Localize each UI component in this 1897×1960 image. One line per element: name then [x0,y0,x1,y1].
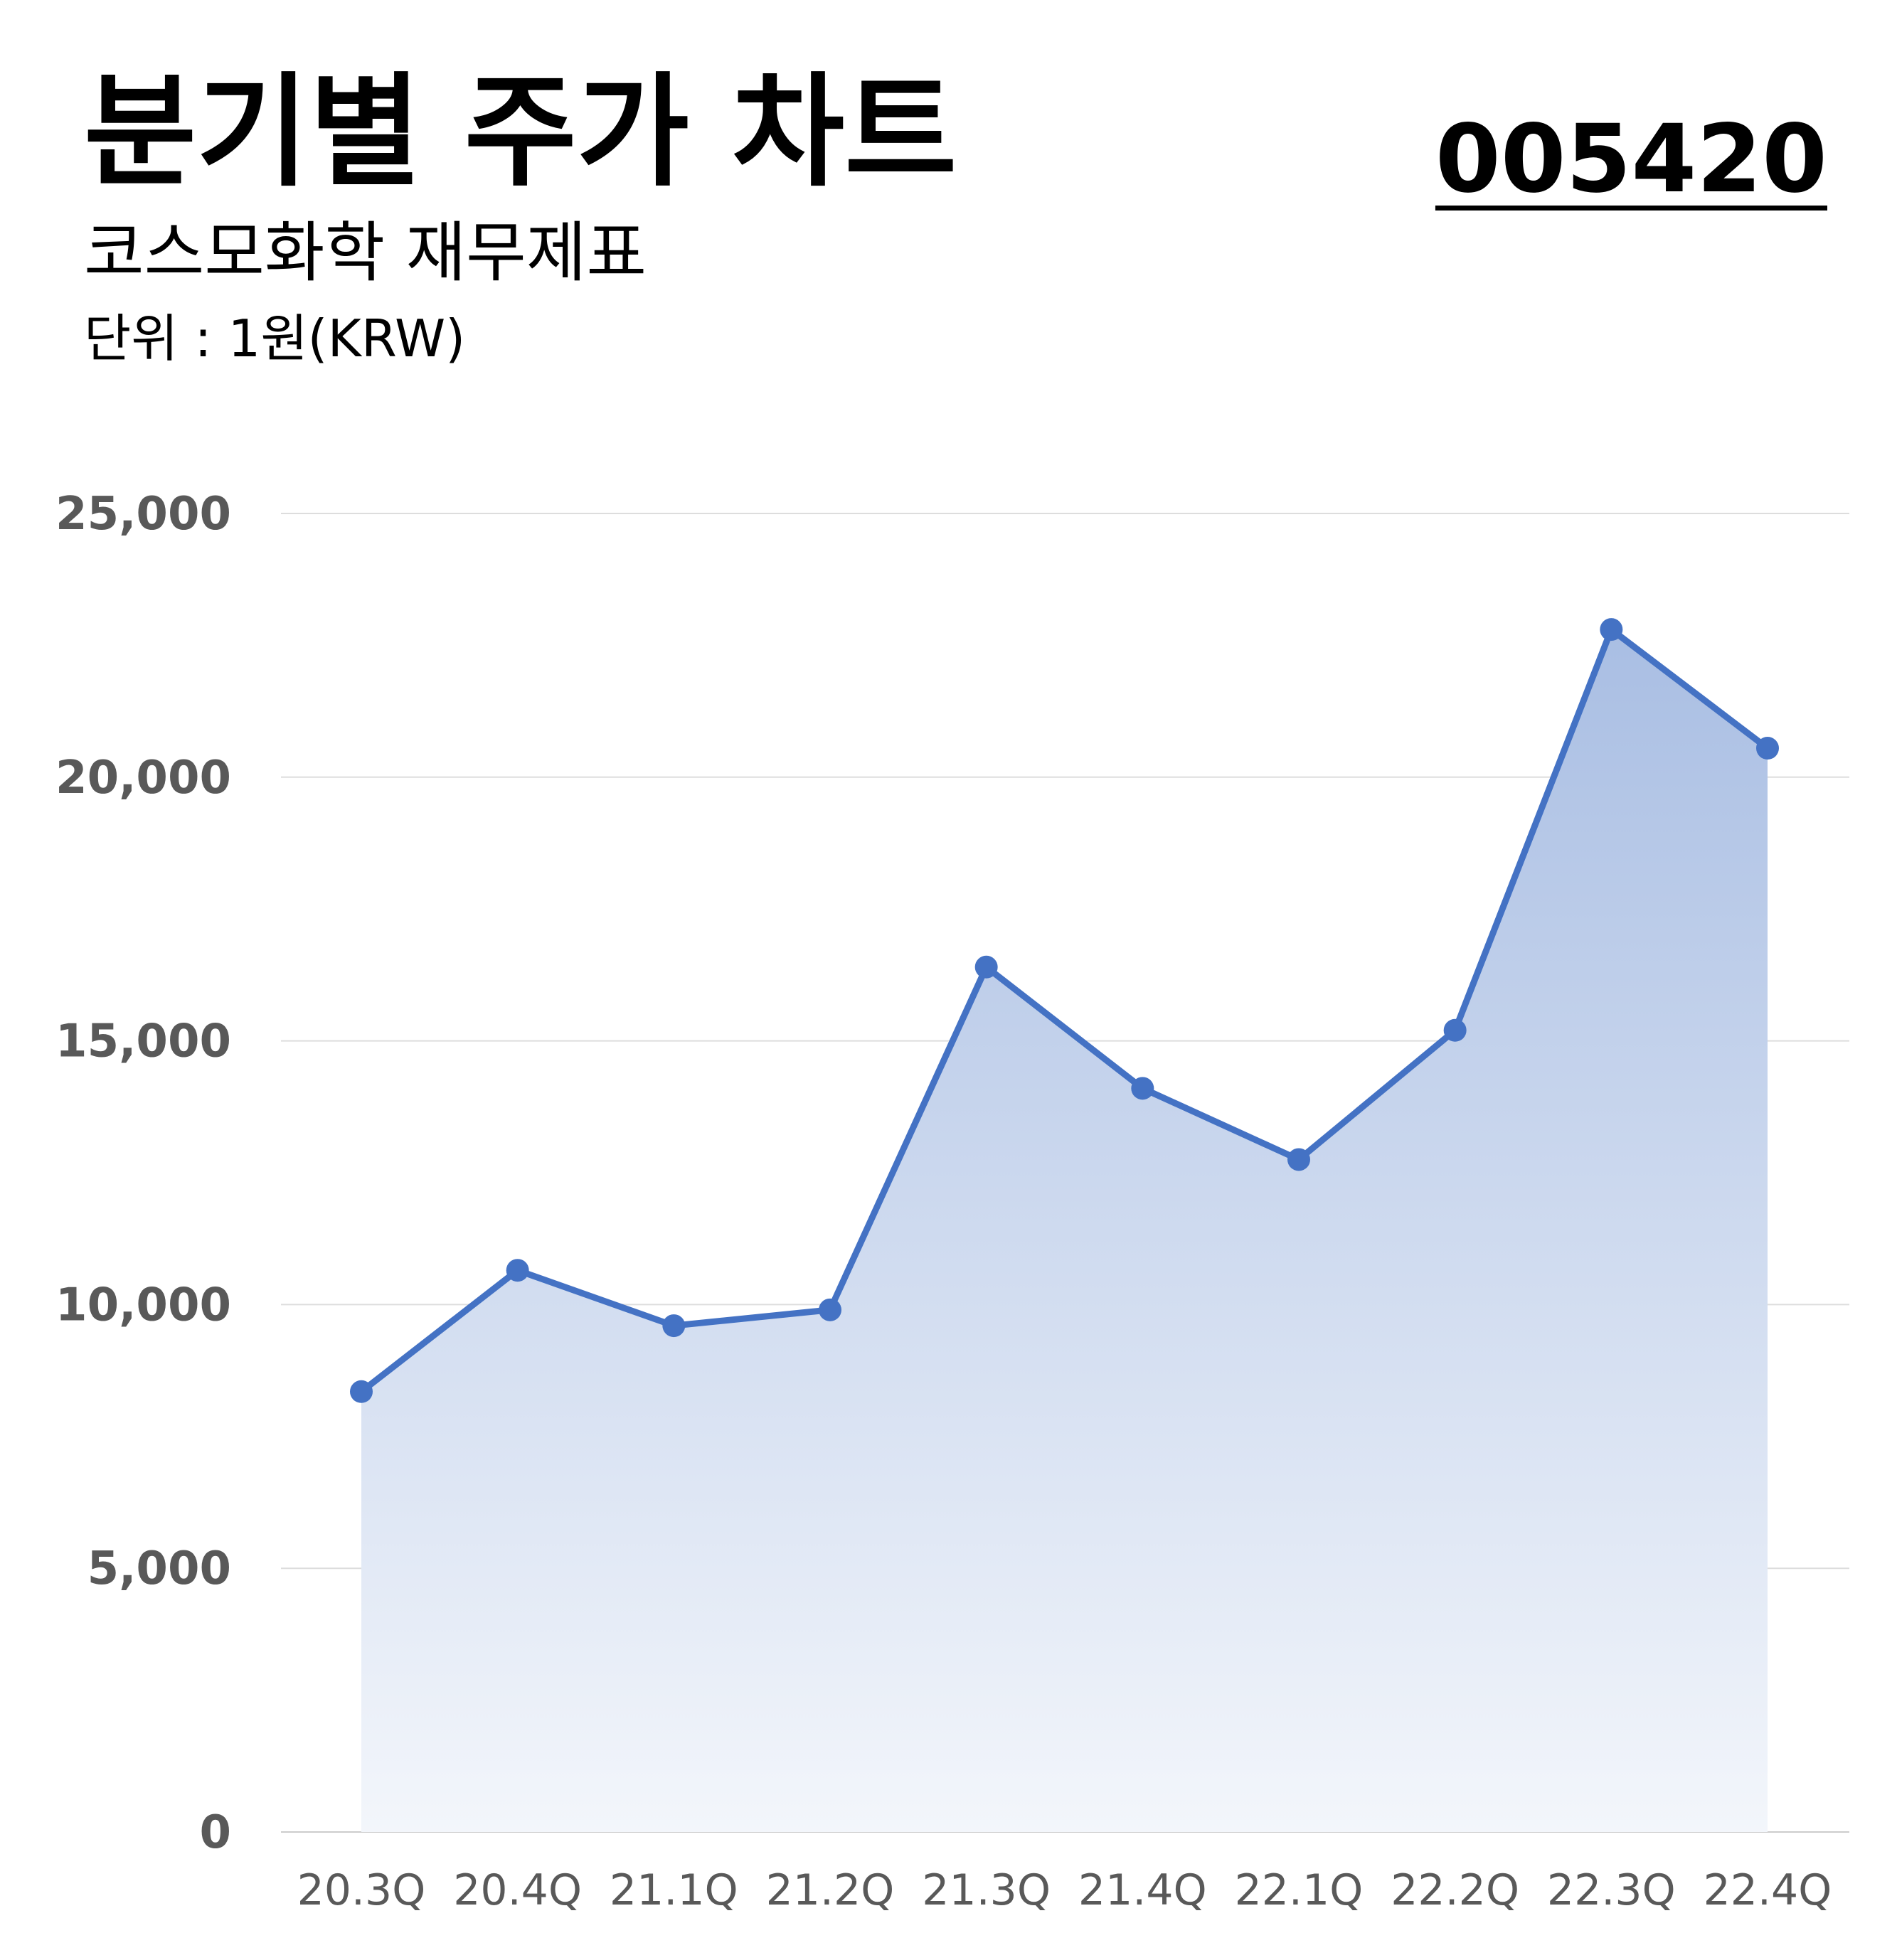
data-point-22.4Q [1756,737,1779,760]
y-tick-label: 5,000 [87,1543,231,1595]
x-tick-label: 22.1Q [1235,1865,1364,1915]
data-points [350,618,1779,1403]
y-tick-label: 15,000 [55,1016,231,1068]
x-axis-ticks: 20.3Q 20.4Q 21.1Q 21.2Q 21.3Q 21.4Q 22.1Q 22.2Q… [297,1865,1832,1915]
data-point-20.4Q [506,1259,529,1282]
stock-code: 005420 [1435,105,1827,214]
data-point-21.4Q [1131,1077,1154,1100]
area-fill-layer [361,629,1768,1832]
data-point-21.3Q [974,955,998,979]
series-line-layer [358,626,1771,1395]
data-point-20.3Q [350,1380,373,1403]
data-point-22.3Q [1600,618,1623,641]
data-point-22.2Q [1443,1018,1467,1042]
data-point-21.1Q [662,1314,686,1338]
y-tick-label: 0 [199,1806,231,1859]
area-fill [361,629,1768,1832]
x-tick-label: 21.2Q [766,1865,895,1915]
data-point-22.1Q [1287,1148,1310,1171]
y-axis-ticks: 0 5,000 10,000 15,000 20,000 25,000 [55,488,231,1859]
x-tick-label: 21.1Q [610,1865,738,1915]
chart-title: 분기별 주가 차트 [84,60,957,203]
unit-label: 단위 : 1원(KRW) [84,309,466,368]
x-tick-label: 20.3Q [297,1865,426,1915]
y-tick-label: 10,000 [55,1279,231,1331]
chart-subtitle: 코스모화학 재무제표 [84,215,647,291]
x-tick-label: 21.3Q [922,1865,1051,1915]
x-tick-label: 21.4Q [1078,1865,1207,1915]
x-tick-label: 22.3Q [1547,1865,1676,1915]
x-tick-label: 22.4Q [1704,1865,1832,1915]
x-tick-label: 22.2Q [1391,1865,1519,1915]
series-line [358,626,1771,1395]
x-tick-label: 20.4Q [453,1865,582,1915]
data-point-21.2Q [819,1298,841,1321]
y-tick-label: 25,000 [55,488,231,540]
y-tick-label: 20,000 [55,752,231,804]
